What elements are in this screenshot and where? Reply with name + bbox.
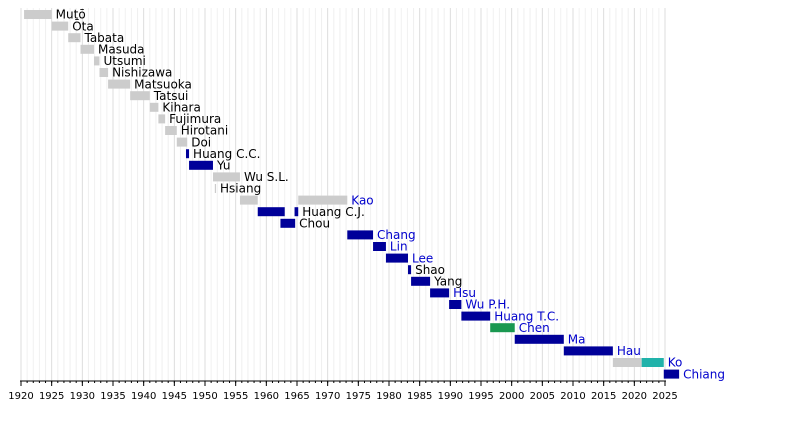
timeline-bar xyxy=(430,288,450,298)
x-tick-label: 1940 xyxy=(131,391,156,402)
bar-label: Huang C.J. xyxy=(302,205,365,219)
bar-label: Hirotani xyxy=(181,124,228,138)
bar-label: Doi xyxy=(191,135,211,149)
bar-label[interactable]: Huang T.C. xyxy=(494,309,559,323)
x-tick-label: 1995 xyxy=(468,391,493,402)
x-tick-label: 1930 xyxy=(70,391,95,402)
x-tick-label: 2025 xyxy=(652,391,677,402)
timeline-bar xyxy=(212,172,240,182)
bar-label[interactable]: Lee xyxy=(412,251,433,265)
x-tick-label: 1960 xyxy=(254,391,279,402)
timeline-bar xyxy=(165,126,177,135)
bar-label: Ōta xyxy=(72,19,94,33)
timeline-bar xyxy=(663,369,680,379)
bar-label[interactable]: Kao xyxy=(351,193,373,207)
timeline-bar xyxy=(461,311,491,321)
bar-layer xyxy=(24,10,680,379)
bar-label: Mutō xyxy=(56,8,86,22)
x-tick-label: 1935 xyxy=(100,391,125,402)
x-tick-label: 2000 xyxy=(499,391,524,402)
timeline-bar xyxy=(280,218,296,228)
timeline-bar xyxy=(185,149,190,159)
bar-label: Huang C.C. xyxy=(193,147,260,161)
bar-label: Tatsui xyxy=(153,89,189,103)
bar-label: Fujimura xyxy=(169,112,221,126)
x-tick-label: 1950 xyxy=(192,391,217,402)
bar-label[interactable]: Hau xyxy=(617,344,641,358)
timeline-bar xyxy=(257,207,285,217)
x-tick-label: 1990 xyxy=(438,391,463,402)
bar-label: Hsiang xyxy=(220,182,261,196)
timeline-bar xyxy=(93,56,100,66)
timeline-bar xyxy=(298,195,348,205)
timeline-bar xyxy=(373,242,386,251)
timeline-bar xyxy=(385,253,409,263)
bar-label: Utsumi xyxy=(104,54,146,68)
x-tick-label: 2005 xyxy=(530,391,555,402)
x-tick-label: 2010 xyxy=(560,391,585,402)
timeline-bar xyxy=(108,79,131,89)
bar-label[interactable]: Wu P.H. xyxy=(465,298,510,312)
timeline-bar xyxy=(612,358,642,367)
timeline-bar xyxy=(294,207,299,217)
bar-label: Chou xyxy=(299,217,330,231)
x-tick-label: 1975 xyxy=(346,391,371,402)
bar-label: Kihara xyxy=(162,101,200,115)
timeline-bar xyxy=(68,33,81,43)
bar-label: Matsuoka xyxy=(134,77,192,91)
timeline-bar xyxy=(239,195,258,205)
bar-label: Wu S.L. xyxy=(244,170,289,184)
timeline-bar xyxy=(176,137,188,147)
x-tick-label: 2020 xyxy=(622,391,647,402)
bar-label: Masuda xyxy=(98,43,145,57)
grid-layer xyxy=(20,8,666,381)
timeline-bar xyxy=(214,184,217,193)
bar-label[interactable]: Chiang xyxy=(683,367,725,381)
timeline-bar xyxy=(189,160,213,170)
timeline-bar xyxy=(149,102,159,112)
x-tick-label: 1955 xyxy=(223,391,248,402)
x-tick-label: 1970 xyxy=(315,391,340,402)
x-tick-label: 1980 xyxy=(376,391,401,402)
timeline-bar xyxy=(514,334,564,344)
timeline-bar xyxy=(130,91,150,101)
timeline-bar xyxy=(51,21,69,31)
x-tick-label: 2015 xyxy=(591,391,616,402)
timeline-bar xyxy=(158,114,166,124)
bar-label[interactable]: Chang xyxy=(377,228,416,242)
bar-label[interactable]: Ma xyxy=(568,333,586,347)
bar-label: Yang xyxy=(433,275,462,289)
x-tick-label: 1945 xyxy=(162,391,187,402)
bar-label[interactable]: Chen xyxy=(519,321,550,335)
bar-label: Shao xyxy=(415,263,445,277)
bar-label: Tabata xyxy=(83,31,124,45)
bar-label: Nishizawa xyxy=(112,66,172,80)
timeline-bar xyxy=(490,323,515,333)
label-layer: MutōŌtaTabataMasudaUtsumiNishizawaMatsuo… xyxy=(56,8,725,382)
timeline-bar xyxy=(449,300,462,309)
timeline-bar xyxy=(408,265,412,275)
bar-label[interactable]: Ko xyxy=(668,356,683,370)
timeline-bar xyxy=(99,68,109,77)
x-tick-label: 1985 xyxy=(407,391,432,402)
timeline-bar xyxy=(641,358,664,367)
x-tick-label: 1965 xyxy=(284,391,309,402)
timeline-bar xyxy=(347,230,374,240)
x-tick-label: 1925 xyxy=(39,391,64,402)
bar-label[interactable]: Lin xyxy=(390,240,408,254)
timeline-bar xyxy=(24,10,52,19)
x-tick-label: 1920 xyxy=(8,391,33,402)
bar-label[interactable]: Hsu xyxy=(453,286,476,300)
bar-label: Yu xyxy=(216,159,231,173)
timeline-bar xyxy=(563,346,613,356)
timeline-bar xyxy=(80,44,94,54)
axis-layer: 1920 1925 1930 1935 1940 1945 1950 1955 1960 1965… xyxy=(8,380,678,402)
timeline-bar xyxy=(411,276,431,286)
